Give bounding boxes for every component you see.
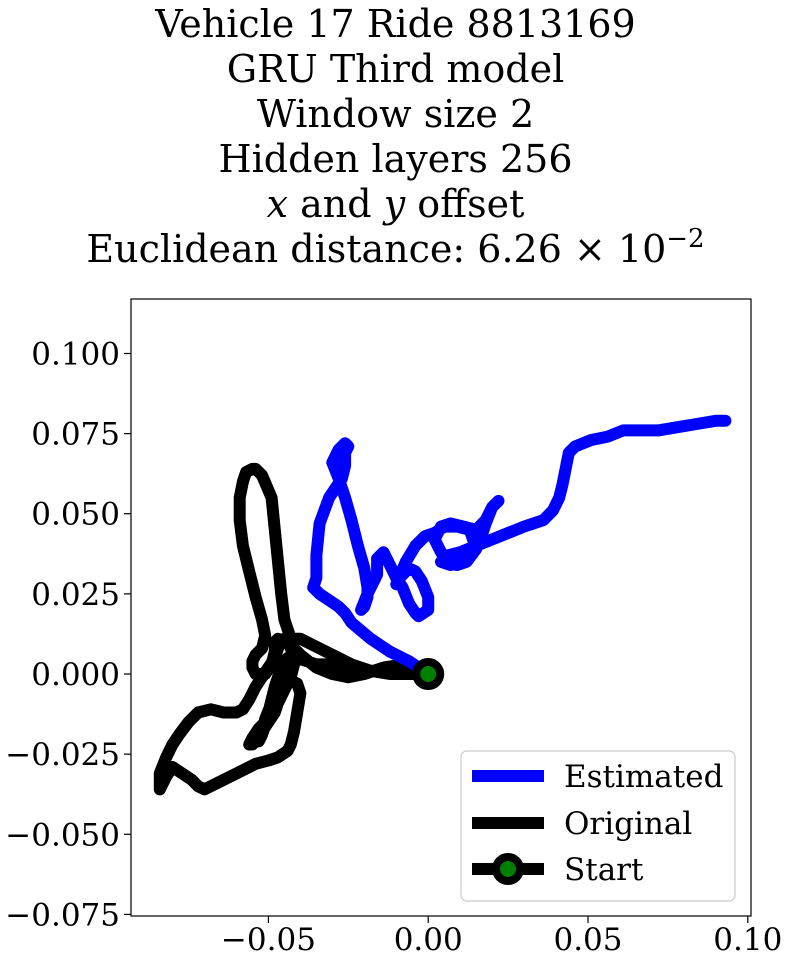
start-marker [412, 658, 445, 691]
x-tick-label: 0.10 [713, 922, 782, 958]
y-tick-label: 0.075 [31, 417, 120, 453]
y-tick-label: −0.025 [5, 737, 120, 773]
y-tick-label: 0.000 [31, 657, 120, 693]
title-distance-exponent: −2 [666, 224, 705, 254]
y-tick-label: −0.075 [5, 897, 120, 933]
title-var-y: y [383, 182, 406, 226]
series-line-original [153, 462, 435, 796]
axes-frame [130, 298, 752, 917]
plot-area [153, 414, 732, 796]
title-offset-suffix: offset [405, 182, 525, 226]
title-distance-times: × 10 [561, 227, 667, 271]
title-line-window: Window size 2 [256, 92, 535, 136]
legend-start-marker [492, 853, 524, 885]
chart-title: Vehicle 17 Ride 8813169 GRU Third model … [0, 2, 791, 272]
series-line-estimated [307, 414, 732, 680]
x-tick-label: −0.05 [221, 922, 316, 958]
title-line-model: GRU Third model [226, 47, 565, 91]
y-tick-label: −0.050 [5, 817, 120, 853]
title-line-hidden: Hidden layers 256 [218, 137, 573, 181]
legend-start-label: Start [564, 852, 644, 888]
title-var-x: x [266, 182, 289, 226]
title-line-vehicle: Vehicle 17 Ride 8813169 [155, 2, 636, 46]
y-tick-label: 0.050 [31, 497, 120, 533]
x-tick-label: 0.00 [394, 922, 463, 958]
legend-estimated-label: Estimated [564, 759, 723, 795]
legend: Estimated Original Start [460, 750, 736, 902]
y-axis: 0.100 0.075 0.050 0.025 0.000 −0.025 −0.050 −0.… [5, 336, 131, 933]
title-distance-value: Euclidean distance: 6.26 [86, 227, 562, 271]
x-axis: −0.05 0.00 0.05 0.10 [221, 916, 782, 958]
y-tick-label: 0.025 [31, 577, 120, 613]
legend-original-label: Original [564, 806, 692, 842]
title-line-distance: Euclidean distance: 6.26 × 10−2 [0, 224, 791, 272]
title-line-offset: x and y offset [0, 182, 791, 227]
y-tick-label: 0.100 [31, 336, 120, 372]
x-tick-label: 0.05 [553, 922, 622, 958]
title-and: and [288, 182, 384, 226]
